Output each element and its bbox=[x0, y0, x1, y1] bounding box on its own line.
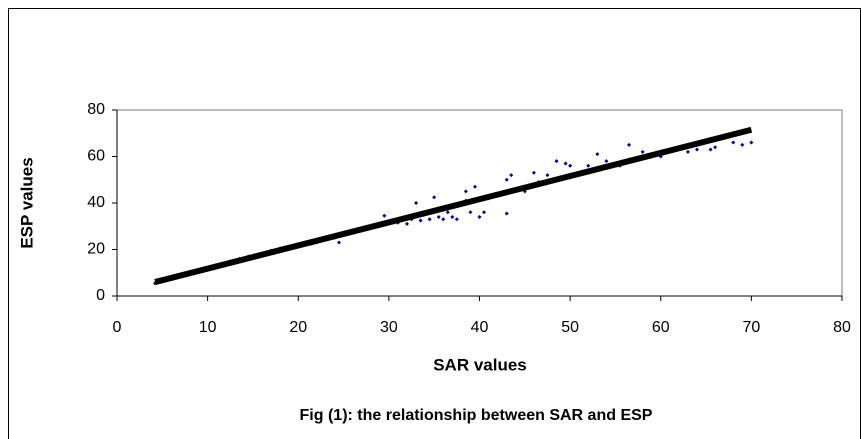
x-tick-label: 60 bbox=[652, 319, 670, 336]
point bbox=[563, 161, 568, 166]
point bbox=[504, 211, 509, 216]
point bbox=[436, 214, 441, 219]
point bbox=[472, 184, 477, 189]
point bbox=[509, 173, 514, 178]
point bbox=[504, 177, 509, 182]
y-tick-label: 80 bbox=[87, 101, 105, 118]
x-tick-label: 80 bbox=[833, 319, 851, 336]
point bbox=[450, 214, 455, 219]
y-tick-label: 60 bbox=[87, 148, 105, 165]
point bbox=[731, 140, 736, 145]
frame bbox=[8, 8, 861, 439]
x-axis-label: SAR values bbox=[433, 355, 527, 374]
point bbox=[554, 159, 559, 164]
point bbox=[713, 145, 718, 150]
x-tick-label: 10 bbox=[199, 319, 217, 336]
x-tick-label: 40 bbox=[471, 319, 489, 336]
y-tick-label: 0 bbox=[96, 287, 105, 304]
point bbox=[414, 201, 419, 205]
point bbox=[445, 210, 450, 215]
point bbox=[568, 163, 573, 168]
y-tick-label: 40 bbox=[87, 194, 105, 211]
point bbox=[463, 189, 468, 194]
point bbox=[432, 195, 437, 200]
point bbox=[531, 170, 536, 175]
point bbox=[482, 210, 487, 215]
point bbox=[685, 149, 690, 154]
point bbox=[337, 240, 342, 245]
point bbox=[545, 173, 550, 178]
y-axis-label: ESP values bbox=[17, 157, 36, 248]
point bbox=[468, 210, 473, 215]
point bbox=[427, 217, 432, 222]
point bbox=[441, 217, 446, 222]
x-tick-label: 0 bbox=[113, 319, 122, 336]
point bbox=[477, 214, 482, 219]
point bbox=[382, 213, 387, 218]
x-tick-label: 50 bbox=[561, 319, 579, 336]
point bbox=[454, 217, 459, 222]
point bbox=[405, 221, 409, 226]
point bbox=[695, 147, 699, 152]
point bbox=[640, 149, 645, 154]
x-tick-label: 20 bbox=[289, 319, 307, 336]
x-tick-label: 70 bbox=[742, 319, 760, 336]
x-tick-label: 30 bbox=[380, 319, 398, 336]
point bbox=[418, 218, 423, 223]
point bbox=[627, 142, 632, 147]
point bbox=[595, 152, 600, 157]
caption: Fig (1): the relationship between SAR an… bbox=[300, 407, 653, 424]
point bbox=[586, 163, 591, 168]
point bbox=[749, 140, 754, 145]
point bbox=[708, 147, 713, 152]
trendline bbox=[154, 126, 753, 285]
point bbox=[740, 142, 745, 147]
y-tick-label: 20 bbox=[87, 241, 105, 258]
point bbox=[604, 159, 609, 164]
